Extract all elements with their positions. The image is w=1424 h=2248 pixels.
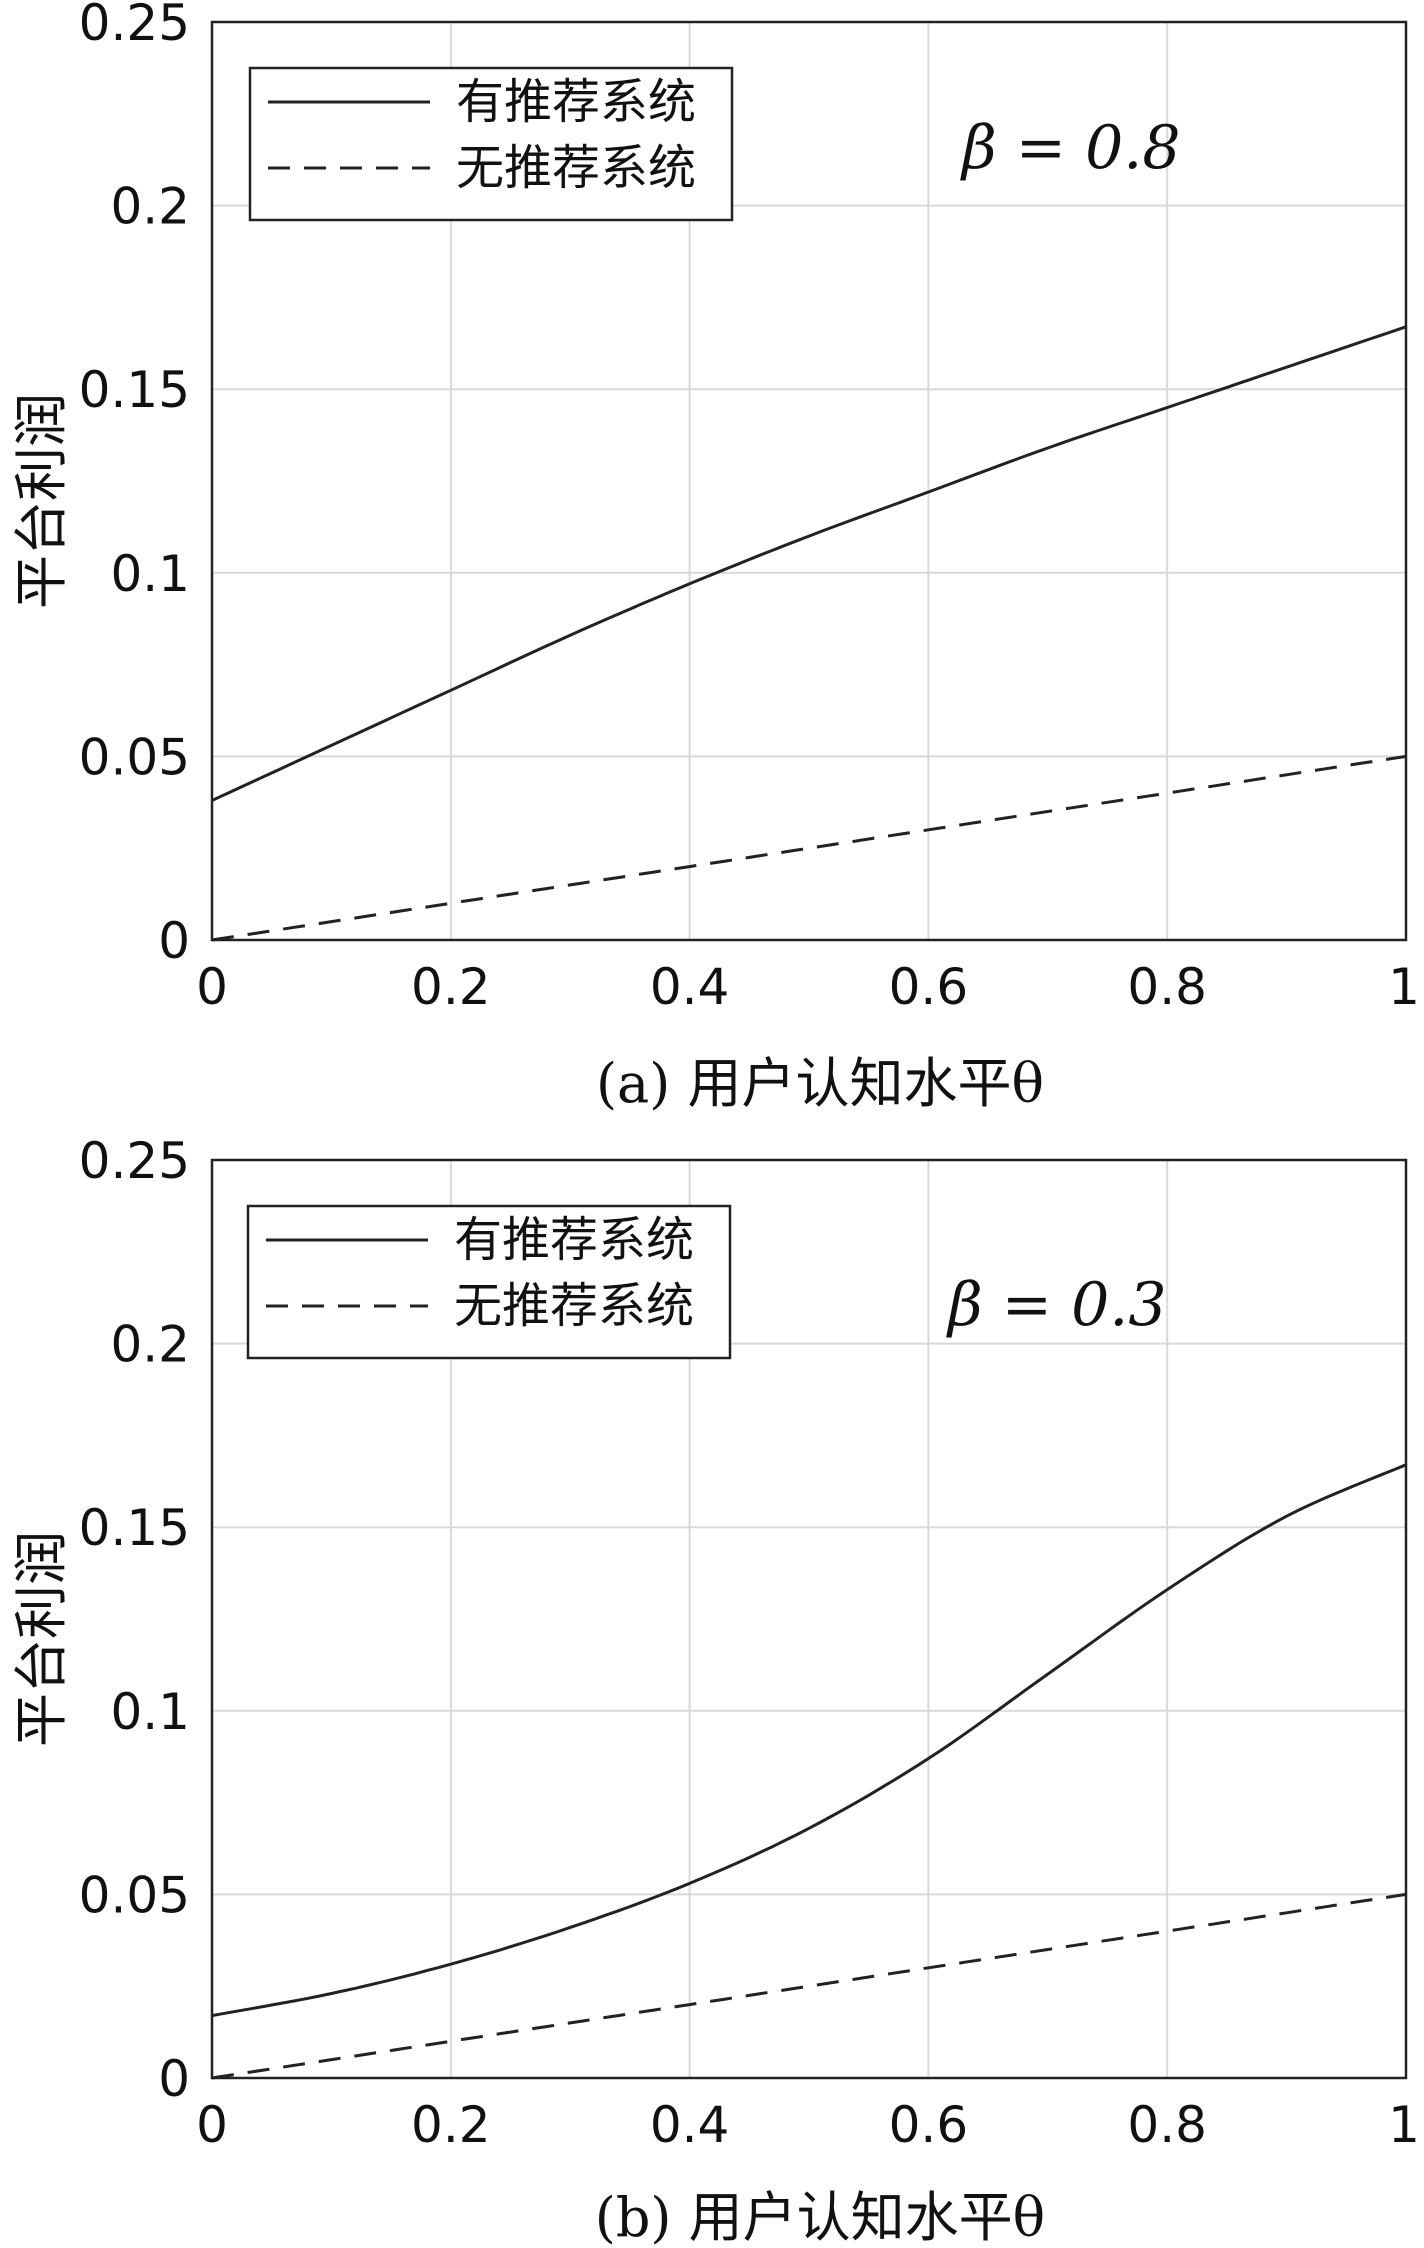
x-tick-label: 0.4 [650, 958, 730, 1016]
x-tick-label: 0.6 [889, 2096, 969, 2154]
y-axis-label: 平台利润 [10, 393, 73, 609]
series-line-without-recommender [211, 754, 1407, 942]
y-tick-label: 0.15 [79, 1499, 190, 1557]
beta-annotation: β = 0.8 [960, 113, 1181, 183]
x-tick-label: 0.8 [1127, 2096, 1207, 2154]
y-tick-label: 0 [158, 912, 190, 970]
legend-box [246, 1204, 732, 1360]
y-tick-label: 0.05 [79, 728, 190, 786]
y-tick-label: 0 [158, 2050, 190, 2108]
y-axis-label: 平台利润 [10, 1531, 73, 1747]
y-tick-label: 0.15 [79, 361, 190, 419]
x-tick-label: 1 [1388, 958, 1420, 1016]
panel-caption: (a) 用户认知水平θ [596, 1052, 1044, 1115]
panel-caption: (b) 用户认知水平θ [595, 2186, 1045, 2248]
chart-panel-a: 0 0.2 0.4 0.6 0.8 1 0 0.05 0.1 0.15 0.2 0.25 平台利润 (a)… [10, 0, 1420, 1115]
series-line-without-recommender [211, 1892, 1407, 2080]
chart-panel-b: 0 0.2 0.4 0.6 0.8 1 0 0.05 0.1 0.15 0.2 0.25 平台利润 (b)… [10, 1132, 1420, 2248]
x-tick-label: 0.2 [411, 958, 491, 1016]
x-tick-label: 0.4 [650, 2096, 730, 2154]
legend-label: 无推荐系统 [456, 140, 696, 196]
legend-box [248, 66, 734, 222]
x-tick-label: 0.6 [889, 958, 969, 1016]
x-tick-label: 0 [196, 2096, 228, 2154]
y-tick-label: 0.25 [79, 1132, 190, 1190]
y-tick-label: 0.1 [110, 1683, 190, 1741]
y-tick-label: 0.1 [110, 545, 190, 603]
series-line-with-recommender [211, 1463, 1407, 2018]
y-tick-label: 0.2 [110, 178, 190, 236]
plot-frame [210, 1158, 1408, 2080]
legend-label: 有推荐系统 [456, 74, 696, 130]
plot-frame [210, 20, 1408, 942]
x-tick-label: 0.8 [1127, 958, 1207, 1016]
x-tick-label: 0 [196, 958, 228, 1016]
series-line-with-recommender [211, 325, 1407, 802]
y-tick-label: 0.2 [110, 1316, 190, 1374]
y-tick-label: 0.05 [79, 1866, 190, 1924]
legend-label: 有推荐系统 [454, 1212, 694, 1268]
legend-label: 无推荐系统 [454, 1278, 694, 1334]
beta-annotation: β = 0.3 [946, 1270, 1167, 1340]
y-tick-label: 0.25 [79, 0, 190, 52]
x-tick-label: 0.2 [411, 2096, 491, 2154]
x-tick-label: 1 [1388, 2096, 1420, 2154]
